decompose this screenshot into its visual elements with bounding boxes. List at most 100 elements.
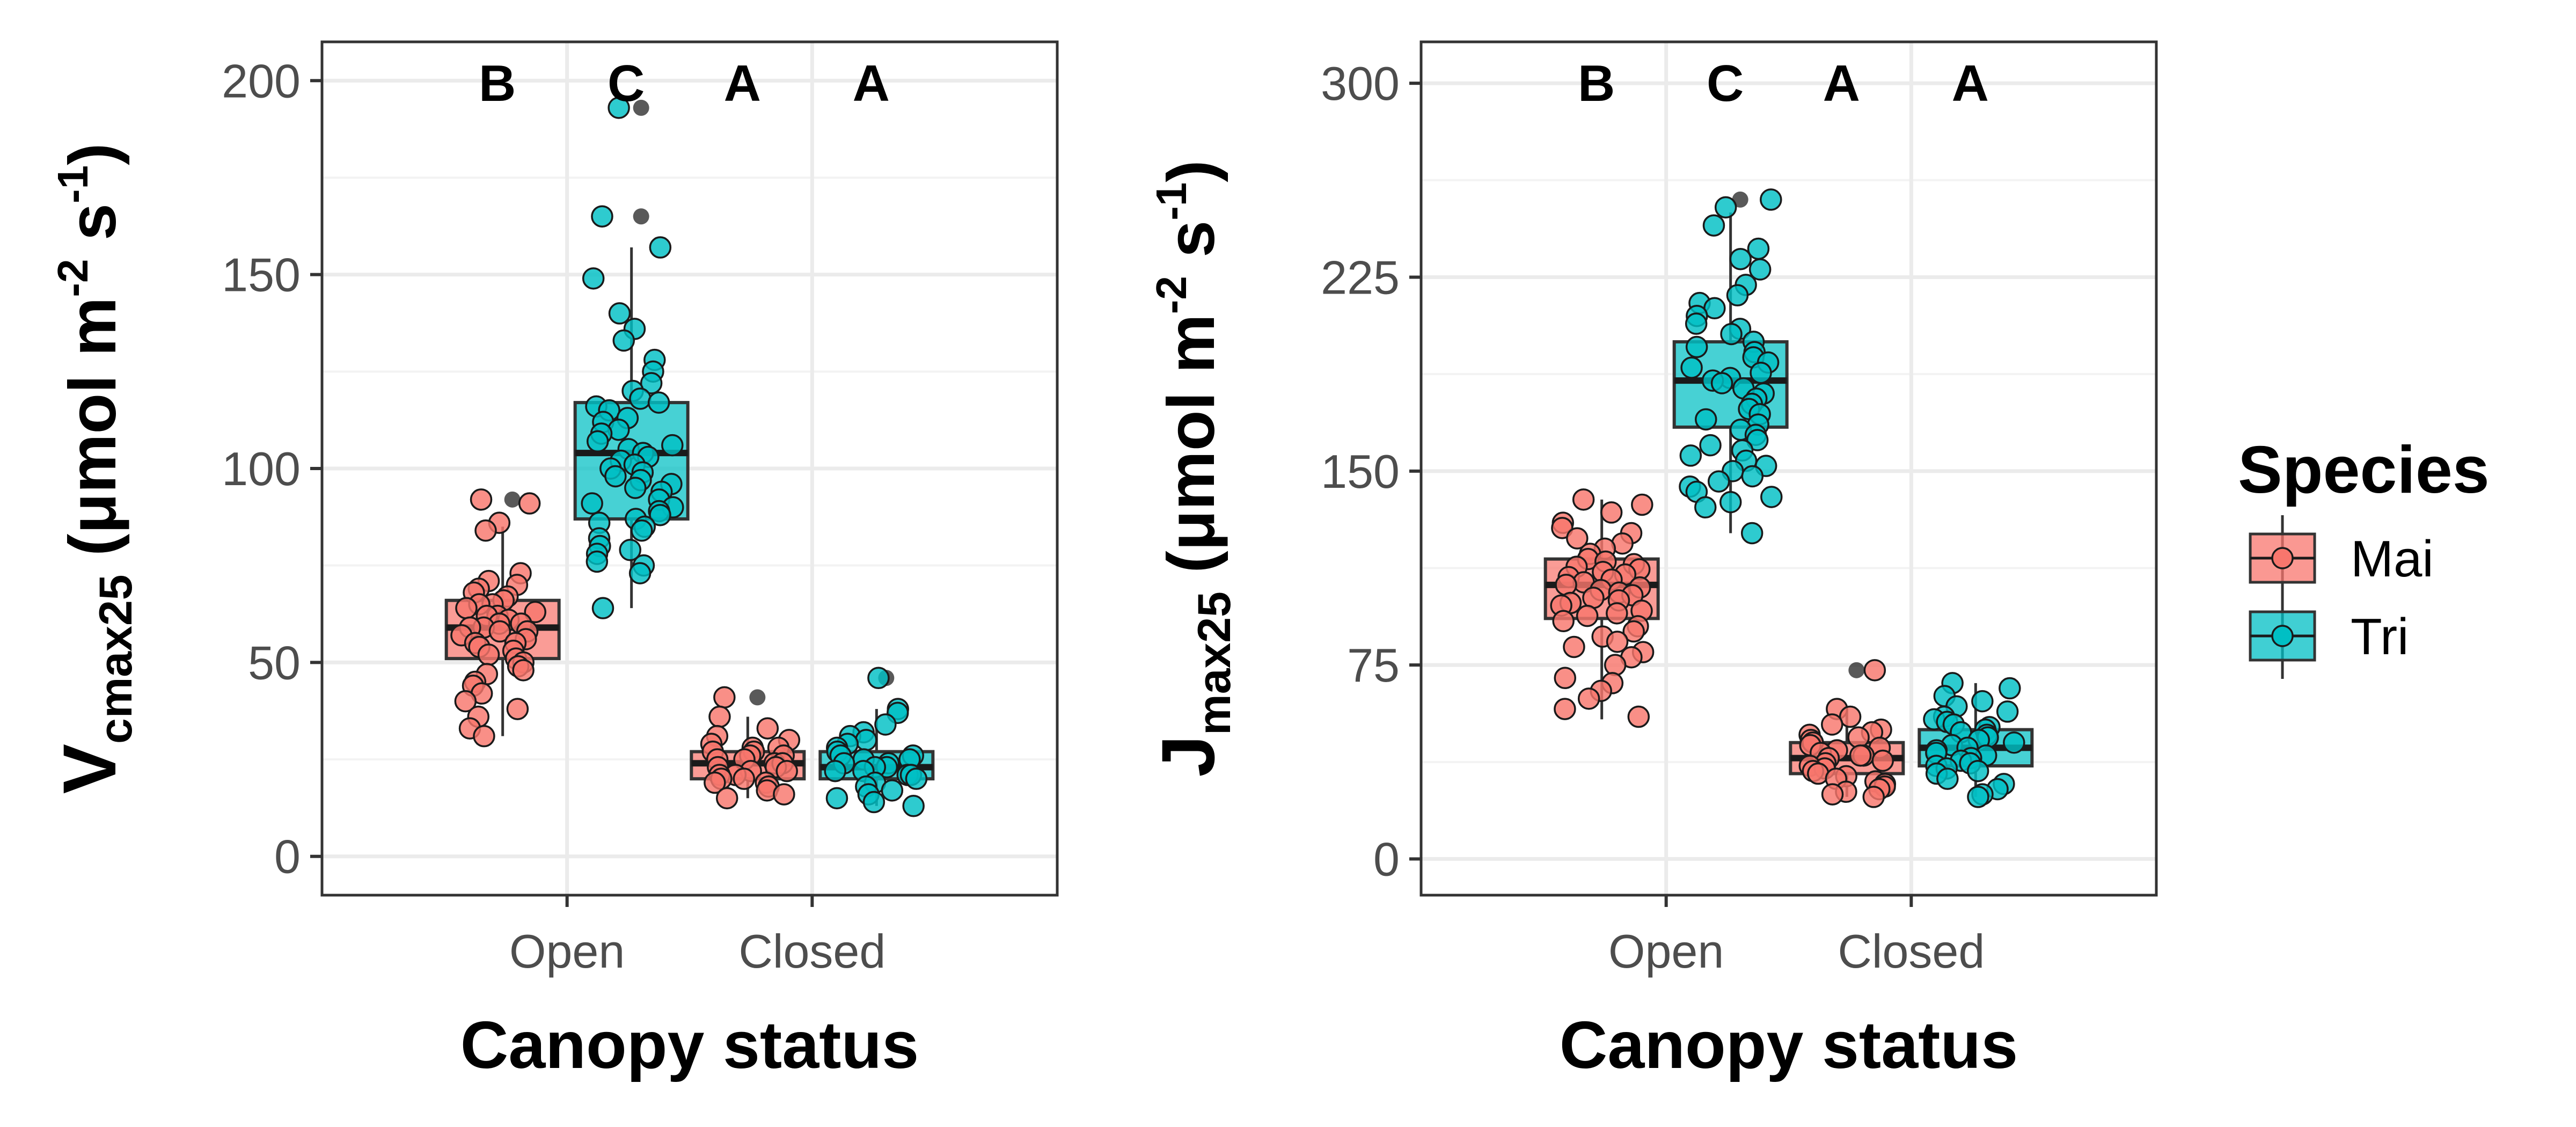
- jmax-data-point-tri: [1679, 444, 1702, 467]
- vcmax-y-tick-label: 0: [274, 830, 301, 883]
- legend-items: Mai Tri: [2249, 515, 2434, 679]
- jmax-data-point-tri: [1729, 247, 1752, 270]
- jmax-data-point-tri: [1760, 188, 1782, 211]
- jmax-plot-border: [1419, 40, 2158, 897]
- jmax-data-point-mai: [1563, 635, 1585, 658]
- jmax-data-point-mai: [1604, 654, 1627, 676]
- legend-label-tri: Tri: [2351, 608, 2409, 665]
- jmax-data-point-tri: [1971, 690, 1994, 713]
- vcmax-data-point-mai: [518, 492, 541, 515]
- vcmax-data-point-mai: [454, 690, 477, 713]
- vcmax-data-point-mai: [713, 686, 736, 709]
- jmax-data-point-tri: [1726, 284, 1749, 306]
- jmax-data-point-tri: [2003, 731, 2025, 754]
- vcmax-y-tick-label: 200: [222, 54, 301, 107]
- jmax-data-point-tri: [1999, 677, 2021, 700]
- vcmax-data-point-tri: [905, 767, 928, 790]
- jmax-data-point-mai: [1606, 602, 1628, 625]
- vcmax-letter-closed-mai: A: [724, 55, 761, 112]
- jmax-data-point-tri: [1747, 237, 1770, 260]
- jmax-data-point-mai: [1863, 659, 1886, 682]
- vcmax-data-point-mai: [775, 759, 798, 782]
- legend-item-tri: Tri: [2249, 593, 2409, 679]
- jmax-data-point-tri: [1699, 434, 1722, 457]
- vcmax-y-tick-label: 100: [222, 442, 301, 495]
- jmax-data-point-mai: [1622, 620, 1645, 643]
- species-legend: Species Mai Tri: [2238, 433, 2490, 679]
- jmax-data-point-mai: [1606, 631, 1629, 653]
- jmax-x-tick-label: Open: [1608, 925, 1724, 978]
- vcmax-data-point-tri: [825, 787, 848, 810]
- vcmax-data-point-tri: [881, 779, 904, 802]
- jmax-y-axis-ticks: 0 75 150 225 300: [1321, 57, 1421, 886]
- jmax-data-point-mai: [1821, 783, 1844, 806]
- vcmax-data-point-mai: [455, 597, 478, 619]
- jmax-x-axis-title: Canopy status: [1560, 1008, 2018, 1082]
- vcmax-data-point-tri: [629, 387, 652, 410]
- vcmax-data-point-tri: [582, 267, 605, 290]
- vcmax-data-point-tri: [631, 519, 653, 542]
- vcmax-data-point-tri: [624, 477, 647, 499]
- vcmax-data-point-mai: [477, 643, 500, 666]
- vcmax-data-point-tri: [612, 329, 635, 352]
- jmax-panel: B C A A 0 75 150 225 300 Open Closed Canopy stat…: [1146, 40, 2158, 1082]
- jmax-data-point-tri: [1702, 214, 1725, 237]
- jmax-data-point-tri: [1714, 196, 1737, 219]
- jmax-data-point-mai: [1871, 749, 1894, 772]
- vcmax-data-point-mai: [474, 519, 497, 542]
- vcmax-box-outlier: [633, 99, 649, 116]
- vcmax-data-point-mai: [512, 659, 535, 682]
- vcmax-data-point-mai: [704, 771, 726, 794]
- jmax-y-tick-label: 75: [1347, 639, 1400, 692]
- vcmax-data-point-tri: [608, 97, 630, 119]
- vcmax-data-point-mai: [470, 488, 493, 511]
- vcmax-data-point-mai: [708, 705, 731, 728]
- jmax-data-point-tri: [1685, 335, 1708, 358]
- jmax-x-tick-label: Closed: [1838, 925, 1985, 978]
- jmax-data-point-mai: [1821, 713, 1843, 736]
- vcmax-data-point-tri: [867, 667, 890, 690]
- vcmax-x-tick-label: Closed: [738, 925, 885, 978]
- jmax-data-point-tri: [1685, 312, 1708, 335]
- vcmax-data-point-mai: [473, 724, 495, 748]
- vcmax-letter-closed-tri: A: [853, 55, 890, 112]
- vcmax-data-point-mai: [506, 698, 529, 720]
- jmax-data-point-mai: [1566, 527, 1589, 550]
- vcmax-data-point-mai: [773, 783, 795, 806]
- vcmax-data-point-tri: [649, 503, 671, 526]
- vcmax-panel: B C A A 0 50 100 150 200 Open Closed Canopy stat…: [47, 40, 1059, 1082]
- jmax-x-axis-ticks: Open Closed: [1608, 895, 1985, 978]
- vcmax-data-point-tri: [604, 465, 627, 488]
- jmax-data-point-tri: [1680, 356, 1703, 379]
- jmax-data-point-tri: [1695, 408, 1717, 431]
- vcmax-data-point-tri: [581, 492, 603, 515]
- vcmax-data-point-tri: [586, 430, 609, 453]
- vcmax-y-tick-label: 50: [248, 636, 301, 689]
- vcmax-data-point-tri: [647, 391, 670, 414]
- jmax-data-point-tri: [1740, 522, 1763, 545]
- vcmax-y-axis-title: Vcmax25 (μmol m-2 s-1): [47, 143, 142, 794]
- vcmax-data-point-tri: [862, 791, 885, 814]
- vcmax-data-point-mai: [488, 620, 511, 643]
- legend-key-point: [2271, 625, 2294, 647]
- jmax-data-point-mai: [1577, 687, 1600, 710]
- jmax-data-point-tri: [1720, 323, 1743, 346]
- vcmax-x-tick-label: Open: [509, 925, 625, 978]
- jmax-letter-closed-mai: A: [1823, 55, 1860, 112]
- vcmax-y-tick-label: 150: [222, 248, 301, 302]
- jmax-data-point-mai: [1576, 604, 1599, 627]
- jmax-data-point-mai: [1554, 698, 1576, 720]
- jmax-data-point-tri: [1748, 258, 1772, 281]
- vcmax-data-point-tri: [586, 550, 609, 573]
- jmax-data-point-tri: [1741, 465, 1764, 488]
- vcmax-points: [450, 97, 928, 817]
- jmax-data-point-mai: [1862, 786, 1885, 808]
- jmax-data-point-tri: [1967, 786, 1989, 808]
- vcmax-data-point-tri: [874, 713, 897, 736]
- legend-item-mai: Mai: [2249, 515, 2434, 601]
- vcmax-x-axis-ticks: Open Closed: [509, 895, 885, 978]
- jmax-data-point-mai: [1572, 488, 1595, 511]
- jmax-data-point-mai: [1631, 493, 1653, 516]
